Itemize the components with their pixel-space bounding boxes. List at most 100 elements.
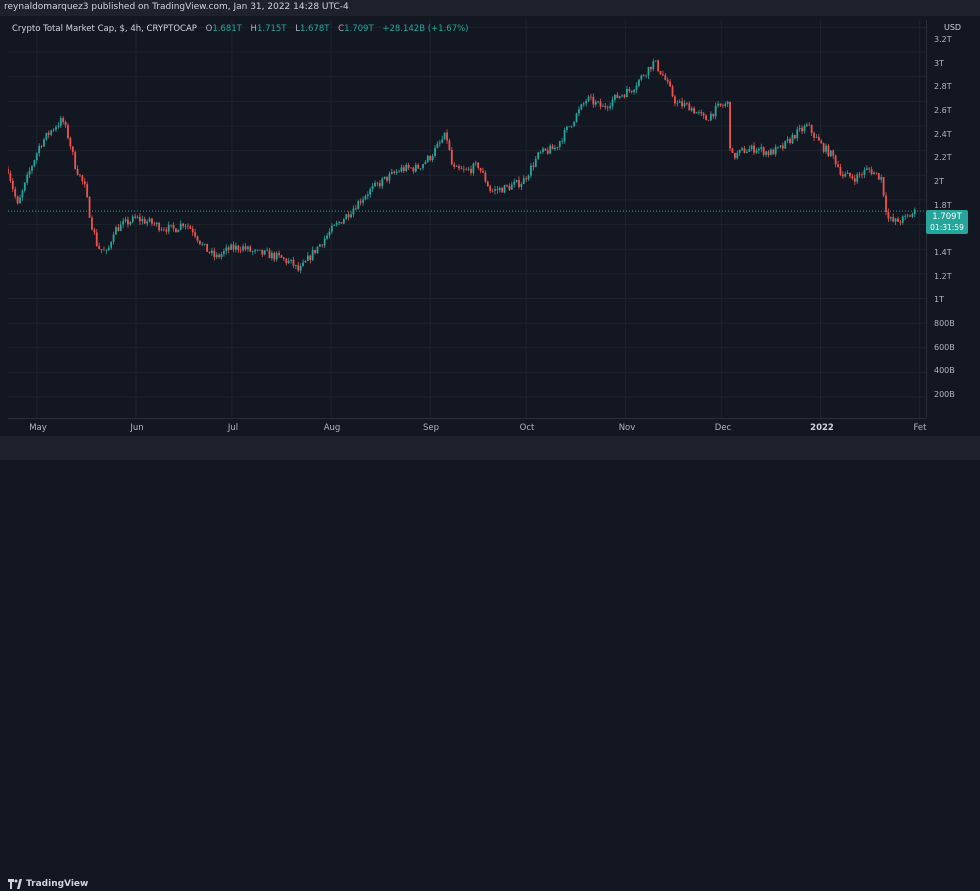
candle-body xyxy=(482,170,484,173)
candle-body xyxy=(546,150,549,154)
candle-body xyxy=(381,178,384,187)
candle-body xyxy=(798,127,801,130)
candle-body xyxy=(52,129,55,131)
candle-body xyxy=(429,155,432,161)
candle-body xyxy=(213,250,216,257)
candle-body xyxy=(652,61,655,70)
candle-body xyxy=(530,165,532,176)
candle-body xyxy=(455,165,458,167)
candle-body xyxy=(796,129,799,139)
candle-body xyxy=(299,266,302,271)
candle-body xyxy=(729,101,731,149)
candle-body xyxy=(849,172,851,177)
candle-body xyxy=(316,246,319,253)
candle-body xyxy=(904,215,907,217)
candle-body xyxy=(306,255,309,261)
candle-body xyxy=(585,100,588,104)
candle-body xyxy=(762,147,765,155)
candle-body xyxy=(280,255,283,258)
candle-body xyxy=(491,190,494,192)
candle-body xyxy=(767,151,770,155)
time-tick: Dec xyxy=(714,423,732,433)
candle-body xyxy=(378,183,381,187)
candle-body xyxy=(640,75,643,80)
candle-body xyxy=(100,249,103,250)
candle-body xyxy=(270,252,273,259)
candle-body xyxy=(861,174,863,176)
price-tick: 2T xyxy=(934,177,944,186)
candle-body xyxy=(40,146,43,147)
candle-body xyxy=(434,147,436,157)
candle-body xyxy=(246,246,249,250)
candle-body xyxy=(175,228,177,233)
candle-body xyxy=(376,182,379,184)
candle-body xyxy=(23,182,26,191)
candle-body xyxy=(366,194,369,197)
candle-body xyxy=(829,150,832,157)
candle-body xyxy=(671,86,674,97)
chart-pane[interactable] xyxy=(8,20,926,418)
candlestick-plot[interactable] xyxy=(8,20,926,418)
candle-body xyxy=(8,169,9,174)
candle-body xyxy=(736,152,739,159)
candle-body xyxy=(582,103,585,105)
candle-body xyxy=(388,173,391,181)
candle-body xyxy=(134,216,137,218)
candle-body xyxy=(402,167,405,172)
low-label: L xyxy=(295,24,300,34)
candle-body xyxy=(227,247,230,250)
candle-body xyxy=(887,212,890,219)
candle-body xyxy=(148,218,151,222)
price-tick: 200B xyxy=(934,390,955,399)
candle-body xyxy=(347,214,350,218)
candle-body xyxy=(741,148,743,150)
candle-body xyxy=(865,168,868,171)
candle-body xyxy=(748,148,751,152)
candle-body xyxy=(614,94,616,100)
candle-body xyxy=(803,126,806,132)
candle-body xyxy=(321,244,324,246)
candle-body xyxy=(19,197,21,204)
candle-body xyxy=(398,171,400,173)
candle-body xyxy=(837,164,839,167)
candle-body xyxy=(45,132,48,140)
candle-body xyxy=(479,168,482,171)
candle-body xyxy=(374,182,376,187)
candle-body xyxy=(35,153,38,161)
candle-body xyxy=(275,252,278,260)
time-tick: May xyxy=(29,423,47,433)
candle-body xyxy=(165,229,168,232)
candle-body xyxy=(431,156,434,161)
candle-body xyxy=(856,174,859,182)
candle-body xyxy=(786,139,789,141)
candle-body xyxy=(611,99,614,107)
candle-body xyxy=(666,79,669,82)
candle-body xyxy=(498,187,501,191)
candle-body xyxy=(139,216,141,222)
candle-body xyxy=(362,199,364,203)
time-tick: Jun xyxy=(130,423,144,433)
candle-body xyxy=(909,215,911,217)
candle-body xyxy=(733,152,736,159)
candle-body xyxy=(897,218,899,222)
candle-body xyxy=(318,244,321,247)
candle-body xyxy=(846,172,849,174)
time-axis[interactable] xyxy=(8,418,926,437)
candle-body xyxy=(304,260,307,263)
candle-body xyxy=(508,186,511,190)
candle-body xyxy=(105,250,108,251)
tradingview-brand[interactable]: TradingView xyxy=(8,877,88,891)
candle-body xyxy=(880,177,883,180)
candle-body xyxy=(292,259,295,266)
candle-body xyxy=(781,145,784,149)
candle-body xyxy=(261,249,264,255)
candle-body xyxy=(769,149,772,155)
candle-body xyxy=(609,106,612,108)
candle-body xyxy=(877,173,880,180)
candle-body xyxy=(453,164,456,167)
candle-body xyxy=(98,245,101,250)
candle-body xyxy=(537,152,540,159)
candle-body xyxy=(266,250,268,251)
change-value: +28.142B (+1.67%) xyxy=(382,24,469,34)
candle-body xyxy=(822,143,825,152)
